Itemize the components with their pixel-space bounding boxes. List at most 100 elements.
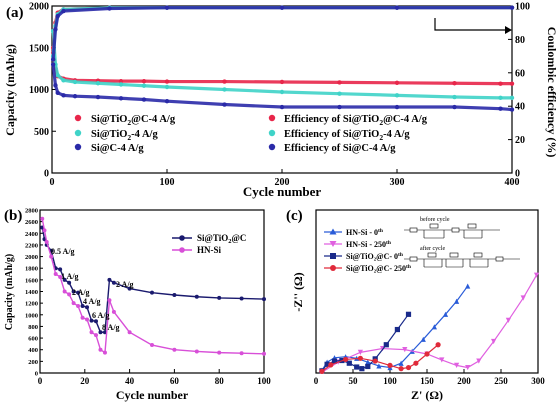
y-tick-b-6: 1200 (25, 301, 38, 308)
panel-a: (a) 0 100 200 300 40005001000150020000204060… (3, 2, 556, 200)
point-a-2-8 (164, 98, 170, 104)
legend-c-label-1: HN-Si - 250th (346, 240, 391, 249)
point-a-2-11 (337, 104, 342, 110)
y-tick-a-1: 500 (34, 127, 49, 138)
x-tick-c-4: 200 (457, 376, 471, 386)
point-a-1-2 (55, 73, 60, 78)
legend-a-label-4: Efficiency of Si@TiO2-4 A/g (284, 129, 410, 142)
annotation-1ag: 1 A/g (61, 272, 79, 281)
point-b-1-1 (42, 228, 47, 233)
point-b-1-13 (94, 333, 98, 338)
legend-a-marker-0 (74, 114, 82, 122)
point-c-1-6 (439, 357, 445, 363)
point-a-0-7 (141, 78, 147, 84)
point-b-0-7 (67, 280, 72, 285)
point-c-2-6 (359, 366, 365, 372)
legend-a-label-1: Si@TiO2-4 A/g (91, 129, 158, 142)
point-c-2-5 (354, 364, 360, 370)
point-a-2-2 (55, 90, 60, 96)
x-tick-b-3: 60 (170, 376, 180, 386)
point-a-5-1 (53, 27, 58, 32)
legend-c-label-0: HN-Si - 0th (346, 228, 383, 237)
series-c (319, 272, 540, 374)
point-b-0-9 (76, 290, 81, 295)
x-tick-a-0: 0 (50, 177, 55, 188)
point-a-1-14 (498, 95, 503, 101)
y2-tick-a-0: 0 (515, 169, 520, 180)
point-c-1-8 (465, 364, 471, 371)
point-a-0-11 (337, 80, 342, 85)
x-axis-title-c: Z' (Ω) (411, 388, 443, 402)
point-c-3-5 (387, 362, 393, 368)
x-tick-a-1: 100 (160, 177, 175, 188)
point-c-2-2 (331, 358, 338, 364)
legend-a-marker-3 (268, 114, 276, 122)
point-b-1-12 (89, 330, 94, 335)
legend-c-marker-3 (330, 265, 336, 271)
point-a-2-14 (498, 106, 503, 111)
series-b-1 (40, 216, 266, 356)
point-a-1-5 (95, 81, 101, 86)
point-c-2-10 (394, 326, 400, 333)
point-c-0-12 (442, 311, 449, 317)
point-a-1-9 (222, 87, 227, 92)
point-a-1-8 (164, 84, 170, 90)
panel-c: (c) 0 50 100 150 200 250 300 before cycle afte… (286, 208, 545, 402)
legend-a-marker-4 (268, 129, 276, 137)
point-c-0-10 (420, 336, 426, 342)
legend-a-marker-5 (268, 143, 276, 151)
legend-a-label-0: Si@TiO2@C-4 A/g (91, 114, 176, 127)
point-c-2-9 (383, 342, 389, 348)
point-a-2-10 (279, 104, 285, 110)
point-c-3-9 (424, 351, 430, 357)
point-a-2-9 (222, 102, 227, 107)
x-tick-a-2: 200 (275, 177, 290, 188)
y-tick-b-9: 1800 (25, 266, 38, 273)
point-b-1-19 (150, 343, 154, 348)
point-a-0-8 (164, 79, 170, 84)
axes-b: 0 20 40 60 80 1000200400600800100012001400160… (25, 208, 271, 387)
point-b-1-11 (85, 317, 90, 322)
legend-a-marker-2 (74, 143, 82, 151)
point-b-1-10 (80, 315, 85, 320)
panel-label-c: (c) (286, 208, 303, 224)
y-tick-a-0: 0 (44, 169, 49, 180)
legend-a-label-2: Si@C-4 A/g (91, 143, 144, 154)
point-b-0-18 (127, 286, 132, 291)
legend-c-marker-1 (329, 241, 337, 247)
legend-c-label-2: Si@TiO₂@C- 0th (346, 252, 403, 261)
series-c-3 (319, 342, 441, 374)
point-b-1-15 (102, 350, 107, 355)
legend-b-label-0: Si@TiO2@C (197, 233, 246, 245)
annotation-2ag-return: 2 A/g (116, 280, 134, 289)
point-a-2-15 (509, 107, 515, 112)
point-b-0-24 (262, 297, 266, 302)
x-tick-c-3: 150 (420, 376, 434, 386)
point-a-1-15 (509, 95, 515, 101)
panel-label-a: (a) (6, 5, 24, 21)
legend-a: Si@TiO2@C-4 A/g Si@TiO2-4 A/g Si@C-4 A/g… (74, 114, 428, 154)
point-c-1-9 (476, 358, 482, 364)
annotation-0-5ag: 0.5 A/g (51, 247, 75, 256)
panel-label-b: (b) (4, 208, 22, 224)
point-b-0-16 (107, 277, 112, 282)
x-axis-title-b: Cycle number (116, 388, 189, 402)
y-axis-title-a: Capacity (mAh/g) (3, 44, 17, 136)
point-b-1-2 (44, 240, 49, 245)
point-b-0-5 (58, 267, 63, 272)
point-c-1-7 (454, 362, 460, 368)
point-c-3-3 (357, 355, 363, 361)
inset-label-before: before cycle (420, 216, 450, 223)
series-a (50, 5, 515, 112)
series-a-line-2 (51, 62, 514, 112)
point-b-1-5 (58, 274, 63, 279)
point-a-5-7 (394, 5, 400, 10)
series-a-line-1 (51, 29, 514, 100)
x-tick-b-1: 20 (80, 376, 90, 386)
x-tick-a-4: 400 (505, 177, 520, 188)
point-a-1-6 (118, 82, 124, 87)
point-b-1-9 (76, 304, 81, 309)
point-c-1-13 (533, 272, 540, 278)
legend-b-marker-0 (179, 235, 185, 241)
annotation-4ag: 4 A/g (83, 297, 101, 306)
